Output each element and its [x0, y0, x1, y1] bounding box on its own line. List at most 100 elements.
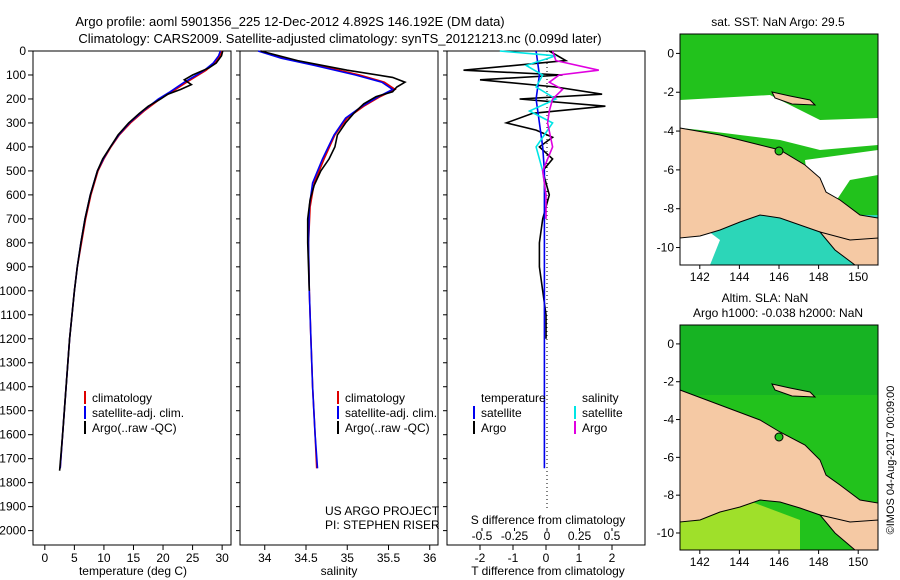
x-tick-label: -2 — [475, 551, 486, 565]
difference-panel: -2 -1 0 1 2 -0.5 -0.25 0 0.25 0.5 S difference f… — [446, 50, 646, 578]
x-tick-label: 15 — [127, 551, 141, 565]
x-tick-label: 25 — [186, 551, 200, 565]
y-tick-label: 1200 — [0, 332, 26, 346]
s-diff-x-axis: -0.5 -0.25 0 0.25 0.5 — [472, 528, 621, 543]
legend-label-satellite: satellite-adj. clim. — [92, 406, 184, 420]
map-y-tick-label: -2 — [663, 375, 674, 389]
temperature-series — [58, 50, 224, 471]
map-y-tick-label: -4 — [663, 413, 674, 427]
salinity-xlabel: salinity — [321, 564, 358, 578]
y-tick-label: 200 — [6, 92, 26, 106]
sla-map-axes: 142 144 146 148 150 0 -2 -4 -6 -8 -10 — [657, 337, 869, 569]
map-y-tick-label: 0 — [667, 46, 674, 60]
x-tick-label: 0 — [543, 551, 550, 565]
difference-frame — [446, 50, 646, 546]
x-tick-label: 34 — [258, 551, 272, 565]
y-tick-label: 100 — [6, 68, 26, 82]
y-tick-label: 400 — [6, 140, 26, 154]
legend-label-satellite: satellite-adj. clim. — [345, 406, 437, 420]
x-tick-label: 35 — [341, 551, 355, 565]
x-tick-label: 30 — [215, 551, 229, 565]
series-line-argo-raw-qc — [58, 50, 224, 471]
temperature-x-axis: 0 5 10 15 20 25 30 — [41, 545, 229, 565]
legend-label-climatology: climatology — [345, 391, 405, 405]
x-tick-label: 20 — [156, 551, 170, 565]
sla-island — [771, 383, 817, 398]
map-x-tick-label: 142 — [690, 270, 710, 284]
difference-legend: temperature salinity satellite Argo sate… — [473, 391, 623, 435]
x-tick-label: 1 — [576, 551, 583, 565]
y-tick-label: 700 — [6, 212, 26, 226]
map-y-tick-label: -2 — [663, 85, 674, 99]
legend-label-climatology: climatology — [92, 391, 152, 405]
legend-header-salinity: salinity — [582, 391, 619, 405]
map-y-tick-label: -8 — [663, 202, 674, 216]
map-x-tick-label: 146 — [769, 555, 789, 569]
pi-label: PI: STEPHEN RISER — [325, 518, 440, 532]
salinity-x-axis: 34 34.5 35 35.5 36 — [258, 545, 437, 565]
sst-map-title: sat. SST: NaN Argo: 29.5 — [711, 15, 845, 29]
map-x-tick-label: 146 — [769, 270, 789, 284]
sla-map-title-2: Argo h1000: -0.038 h2000: NaN — [693, 306, 863, 320]
series-line-temperature-satellite — [535, 50, 546, 469]
series-line-salinity-argo — [541, 50, 599, 219]
salinity-panel: 34 34.5 35 35.5 36 salinity climatology sate… — [239, 50, 440, 578]
map-y-tick-label: -6 — [663, 163, 674, 177]
temperature-xlabel: temperature (deg C) — [79, 564, 187, 578]
imos-stamp: ©IMOS 04-Aug-2017 00:09:00 — [885, 386, 897, 535]
sst-island — [771, 91, 817, 106]
legend-label-s-argo: Argo — [582, 421, 608, 435]
t-diff-x-axis: -2 -1 0 1 2 — [475, 545, 616, 565]
map-x-tick-label: 148 — [809, 270, 829, 284]
y-tick-label: 1300 — [0, 356, 26, 370]
series-line-salinity-satellite — [499, 50, 558, 196]
x2-tick-label: 0 — [544, 529, 551, 543]
y-tick-label: 500 — [6, 164, 26, 178]
x2-tick-label: -0.5 — [472, 529, 493, 543]
map-x-tick-label: 150 — [848, 270, 868, 284]
temperature-legend: climatology satellite-adj. clim. Argo(..… — [84, 391, 184, 435]
x-tick-label: 5 — [71, 551, 78, 565]
difference-series — [463, 50, 606, 469]
legend-label-argo: Argo(..raw -QC) — [92, 421, 177, 435]
map-x-tick-label: 144 — [729, 555, 749, 569]
x2-tick-label: -0.25 — [501, 529, 529, 543]
y-tick-label: 1000 — [0, 284, 26, 298]
project-label: US ARGO PROJECT — [325, 504, 440, 518]
x-tick-label: 34.5 — [294, 551, 318, 565]
y-tick-label: 900 — [6, 260, 26, 274]
y-tick-label: 1700 — [0, 452, 26, 466]
sla-map: Altim. SLA: NaN Argo h1000: -0.038 h2000… — [657, 291, 879, 569]
map-x-tick-label: 148 — [809, 555, 829, 569]
y-tick-label: 300 — [6, 116, 26, 130]
y-tick-label: 2000 — [0, 524, 26, 538]
sla-map-title-1: Altim. SLA: NaN — [722, 291, 809, 305]
x-tick-label: 10 — [97, 551, 111, 565]
sst-map-axes: 142 144 146 148 150 0 -2 -4 -6 -8 -10 — [657, 46, 869, 284]
y-tick-label: 600 — [6, 188, 26, 202]
y-tick-label: 0 — [19, 44, 26, 58]
series-line-argo-raw-qc — [260, 50, 407, 291]
t-diff-label: T difference from climatology — [471, 564, 625, 578]
y-tick-label: 1800 — [0, 476, 26, 490]
y-tick-label: 1100 — [0, 308, 26, 322]
y-tick-label: 1400 — [0, 380, 26, 394]
x-tick-label: 36 — [423, 551, 437, 565]
series-line-satellite-adj-clim — [257, 50, 395, 469]
salinity-series — [257, 50, 407, 469]
legend-header-temperature: temperature — [481, 391, 546, 405]
x-tick-label: 2 — [609, 551, 616, 565]
x2-tick-label: 0.5 — [604, 529, 621, 543]
legend-label-argo: Argo(..raw -QC) — [345, 421, 430, 435]
x-tick-label: 0 — [41, 551, 48, 565]
map-y-tick-label: -4 — [663, 124, 674, 138]
y-tick-label: 1500 — [0, 404, 26, 418]
salinity-frame — [239, 50, 439, 546]
temperature-panel: 0100200300400500600700800900100011001200… — [0, 44, 447, 578]
x2-tick-label: 0.25 — [568, 529, 592, 543]
x-tick-label: 35.5 — [377, 551, 401, 565]
header-line-2: Climatology: CARS2009. Satellite-adjuste… — [78, 31, 601, 46]
map-y-tick-label: -8 — [663, 488, 674, 502]
map-y-tick-label: -10 — [657, 526, 675, 540]
